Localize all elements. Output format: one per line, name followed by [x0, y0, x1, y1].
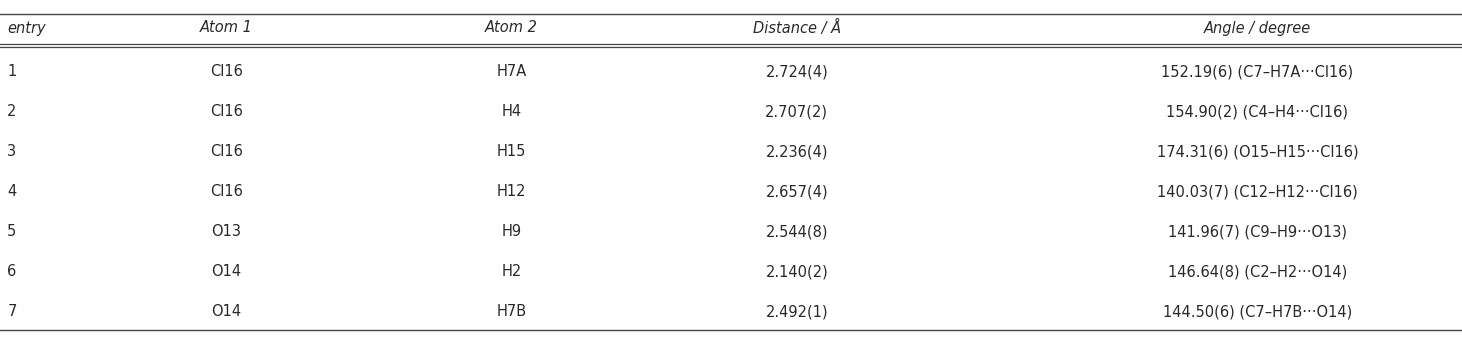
Text: Cl16: Cl16 — [211, 65, 243, 79]
Text: H7A: H7A — [497, 65, 526, 79]
Text: Cl16: Cl16 — [211, 145, 243, 159]
Text: H4: H4 — [501, 105, 522, 119]
Text: 2.544(8): 2.544(8) — [766, 224, 827, 239]
Text: 152.19(6) (C7–H7A···Cl16): 152.19(6) (C7–H7A···Cl16) — [1161, 65, 1354, 79]
Text: 2.707(2): 2.707(2) — [765, 105, 829, 119]
Text: H12: H12 — [497, 184, 526, 199]
Text: H15: H15 — [497, 145, 526, 159]
Text: 140.03(7) (C12–H12···Cl16): 140.03(7) (C12–H12···Cl16) — [1156, 184, 1358, 199]
Text: Atom 1: Atom 1 — [200, 21, 253, 36]
Text: 3: 3 — [7, 145, 16, 159]
Text: 2.724(4): 2.724(4) — [766, 65, 827, 79]
Text: H9: H9 — [501, 224, 522, 239]
Text: O13: O13 — [212, 224, 241, 239]
Text: 4: 4 — [7, 184, 16, 199]
Text: O14: O14 — [212, 264, 241, 279]
Text: Atom 2: Atom 2 — [485, 21, 538, 36]
Text: 144.50(6) (C7–H7B···O14): 144.50(6) (C7–H7B···O14) — [1162, 304, 1352, 319]
Text: 7: 7 — [7, 304, 16, 319]
Text: O14: O14 — [212, 304, 241, 319]
Text: H7B: H7B — [497, 304, 526, 319]
Text: 154.90(2) (C4–H4···Cl16): 154.90(2) (C4–H4···Cl16) — [1167, 105, 1348, 119]
Text: 174.31(6) (O15–H15···Cl16): 174.31(6) (O15–H15···Cl16) — [1156, 145, 1358, 159]
Text: 6: 6 — [7, 264, 16, 279]
Text: Cl16: Cl16 — [211, 105, 243, 119]
Text: 2.657(4): 2.657(4) — [766, 184, 827, 199]
Text: entry: entry — [7, 21, 45, 36]
Text: Distance / Å: Distance / Å — [753, 20, 841, 36]
Text: 2: 2 — [7, 105, 16, 119]
Text: 1: 1 — [7, 65, 16, 79]
Text: 2.236(4): 2.236(4) — [766, 145, 827, 159]
Text: 2.140(2): 2.140(2) — [766, 264, 827, 279]
Text: H2: H2 — [501, 264, 522, 279]
Text: Angle / degree: Angle / degree — [1203, 21, 1311, 36]
Text: 146.64(8) (C2–H2···O14): 146.64(8) (C2–H2···O14) — [1168, 264, 1347, 279]
Text: 2.492(1): 2.492(1) — [766, 304, 827, 319]
Text: Cl16: Cl16 — [211, 184, 243, 199]
Text: 141.96(7) (C9–H9···O13): 141.96(7) (C9–H9···O13) — [1168, 224, 1347, 239]
Text: 5: 5 — [7, 224, 16, 239]
